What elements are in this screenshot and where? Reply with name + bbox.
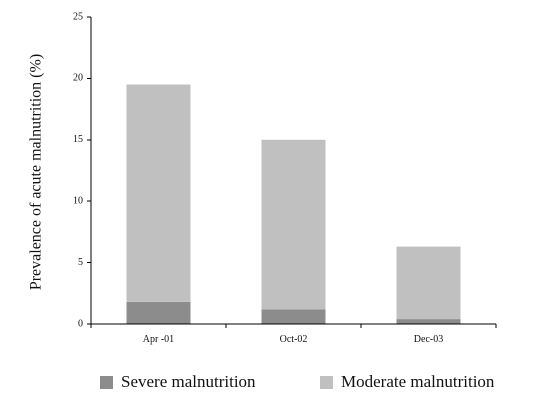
y-tick-label: 20 (73, 73, 83, 84)
y-tick-label: 15 (73, 134, 83, 145)
x-tick-label: Oct-02 (280, 334, 308, 345)
legend-label-severe: Severe malnutrition (121, 372, 256, 391)
bar-severe-0 (126, 301, 191, 324)
y-tick-label: 10 (73, 195, 83, 206)
bar-moderate-1 (261, 139, 326, 310)
legend-swatch-severe (100, 376, 113, 389)
legend-swatch-moderate (320, 376, 333, 389)
x-tick-label: Apr -01 (143, 334, 174, 345)
bar-moderate-2 (396, 246, 461, 320)
bar-severe-1 (261, 309, 326, 324)
y-tick-label: 0 (78, 318, 83, 329)
y-tick-label: 25 (73, 11, 83, 22)
y-axis-label: Prevalence of acute malnutrition (%) (28, 54, 45, 290)
x-tick-label: Dec-03 (414, 334, 443, 345)
legend-label-moderate: Moderate malnutrition (341, 372, 495, 391)
bar-moderate-0 (126, 84, 191, 302)
y-tick-label: 5 (78, 257, 83, 268)
bar-severe-2 (396, 319, 461, 324)
